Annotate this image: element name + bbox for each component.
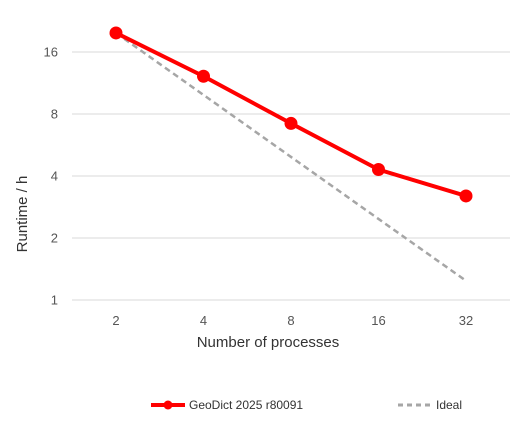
- y-axis-title: Runtime / h: [14, 176, 31, 253]
- y-tick-label-1: 1: [51, 293, 58, 308]
- data-point-geodict-16: [372, 163, 385, 177]
- y-tick-label-16: 16: [44, 45, 58, 60]
- data-point-geodict-4: [197, 69, 210, 83]
- y-axis-ticks: 1 2 4 8 16: [44, 45, 58, 308]
- x-tick-label-16: 16: [371, 313, 385, 328]
- x-tick-label-4: 4: [200, 313, 207, 328]
- legend-label-geodict: GeoDict 2025 r80091: [189, 398, 303, 412]
- data-point-geodict-2: [109, 26, 123, 40]
- series-line-ideal: [115, 31, 467, 282]
- x-tick-label-32: 32: [459, 313, 473, 328]
- y-tick-label-8: 8: [51, 107, 58, 122]
- legend: GeoDict 2025 r80091 Ideal: [151, 398, 462, 412]
- x-axis-ticks: 2 4 8 16 32: [112, 313, 473, 328]
- data-point-geodict-32: [459, 189, 473, 203]
- x-tick-label-8: 8: [287, 313, 294, 328]
- legend-label-ideal: Ideal: [436, 398, 462, 412]
- x-tick-label-2: 2: [112, 313, 119, 328]
- legend-marker-geodict: [163, 400, 173, 410]
- grid-lines: [72, 51, 510, 301]
- x-axis-title: Number of processes: [197, 334, 340, 351]
- series-layer: [109, 26, 473, 282]
- data-point-geodict-8: [284, 116, 298, 130]
- y-tick-label-4: 4: [51, 169, 58, 184]
- y-tick-label-2: 2: [51, 231, 58, 246]
